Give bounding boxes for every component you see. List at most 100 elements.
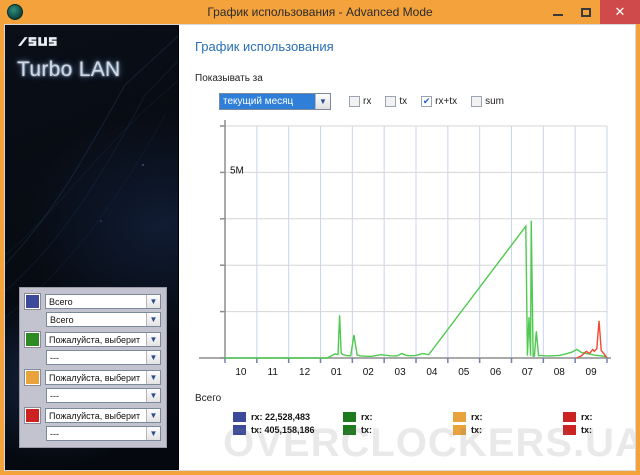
checkbox-rx-label: rx [363, 96, 372, 107]
series-select-4-secondary-value: --- [50, 428, 59, 439]
series-select-4-secondary[interactable]: --- ▼ [46, 426, 161, 441]
minimize-icon [553, 14, 563, 16]
series-select-1-primary[interactable]: Всего ▼ [45, 294, 161, 309]
svg-text:08: 08 [554, 367, 566, 378]
series-select-2-secondary[interactable]: --- ▼ [46, 350, 161, 365]
checkbox-tx[interactable]: tx [385, 96, 407, 107]
chevron-down-icon: ▼ [146, 295, 160, 308]
series-row-secondary: --- ▼ [25, 388, 161, 403]
svg-text:12: 12 [299, 367, 311, 378]
legend-tx-3: tx: [471, 425, 482, 435]
svg-text:09: 09 [586, 367, 598, 378]
legend-swatch-3-rx [453, 412, 466, 422]
series-select-1-secondary-value: Всего [50, 314, 74, 325]
maximize-icon [581, 7, 591, 17]
legend-column-3: rx: tx: [453, 412, 563, 438]
asus-logo-icon [17, 37, 57, 46]
maximize-button[interactable] [572, 0, 600, 24]
sidebar: Turbo LAN Всего ▼ Всего ▼ [5, 25, 179, 470]
metric-checkboxes: rx tx ✔ rx+tx sum [349, 96, 518, 107]
legend-rx-1: rx: 22,528,483 [251, 412, 311, 422]
legend-item-rx: rx: [453, 412, 563, 422]
svg-text:11: 11 [268, 367, 279, 378]
totals-legend: Всего [195, 393, 222, 404]
client-area: Turbo LAN Всего ▼ Всего ▼ [4, 24, 636, 471]
legend-item-rx: rx: [343, 412, 453, 422]
checkbox-rx-tx[interactable]: ✔ rx+tx [421, 96, 457, 107]
legend-swatch-4-rx [563, 412, 576, 422]
close-button[interactable]: ✕ [600, 0, 640, 24]
legend-tx-1: tx: 405,158,186 [251, 425, 315, 435]
chevron-down-icon: ▼ [146, 371, 160, 384]
series-row-secondary: --- ▼ [25, 350, 161, 365]
checkbox-rx[interactable]: rx [349, 96, 371, 107]
series-select-2-primary[interactable]: Пожалуйста, выберит ▼ [45, 332, 161, 347]
series-row-secondary: Всего ▼ [25, 312, 161, 327]
usage-chart: 5M 10 11 12 01 02 03 04 05 06 07 08 09 [195, 114, 635, 386]
period-select[interactable]: текущий месяц ▼ [219, 93, 331, 110]
fieldset-legend-wrap: Показывать за [195, 68, 269, 86]
legend-swatch-2-rx [343, 412, 356, 422]
checkbox-rx-box [349, 96, 360, 107]
chevron-down-icon: ▼ [146, 333, 160, 346]
legend-swatch-2-tx [343, 425, 356, 435]
chevron-down-icon: ▼ [146, 313, 160, 326]
checkbox-sum-label: sum [485, 96, 504, 107]
fieldset-rule [195, 395, 635, 396]
series-row-primary: Всего ▼ [24, 293, 161, 310]
legend-rx-3: rx: [471, 412, 483, 422]
svg-text:02: 02 [363, 367, 375, 378]
filter-fieldset: Показывать за [195, 68, 635, 86]
chevron-down-icon: ▼ [315, 94, 330, 109]
legend-tx-2: tx: [361, 425, 372, 435]
product-name: Turbo LAN [17, 58, 121, 81]
series-group-2: Пожалуйста, выберит ▼ --- ▼ [24, 331, 161, 365]
main-content: График использования Показывать за текущ… [179, 25, 635, 470]
series-select-1-secondary[interactable]: Всего ▼ [46, 312, 161, 327]
legend-swatch-4-tx [563, 425, 576, 435]
legend-item-rx: rx: [563, 412, 635, 422]
svg-text:03: 03 [395, 367, 407, 378]
app-icon [7, 4, 23, 20]
series-group-1: Всего ▼ Всего ▼ [24, 293, 161, 327]
legend-swatch-1-rx [233, 412, 246, 422]
chevron-down-icon: ▼ [146, 389, 160, 402]
checkbox-rx-tx-label: rx+tx [435, 96, 458, 107]
checkbox-tx-label: tx [399, 96, 408, 107]
series-row-primary: Пожалуйста, выберит ▼ [24, 407, 161, 424]
filter-controls: текущий месяц ▼ rx tx ✔ [219, 93, 635, 110]
checkbox-sum[interactable]: sum [471, 96, 504, 107]
legend-item-tx: tx: [343, 425, 453, 435]
series-color-swatch-4 [24, 407, 41, 424]
svg-text:01: 01 [331, 367, 343, 378]
series-select-4-primary[interactable]: Пожалуйста, выберит ▼ [45, 408, 161, 423]
series-row-primary: Пожалуйста, выберит ▼ [24, 369, 161, 386]
window-title: График использования - Advanced Mode [207, 5, 433, 19]
series-select-4-primary-value: Пожалуйста, выберит [49, 410, 141, 421]
legend-tx-4: tx: [581, 425, 592, 435]
legend-rx-2: rx: [361, 412, 373, 422]
series-select-3-primary[interactable]: Пожалуйста, выберит ▼ [45, 370, 161, 385]
series-select-3-primary-value: Пожалуйста, выберит [49, 372, 141, 383]
series-select-3-secondary[interactable]: --- ▼ [46, 388, 161, 403]
chevron-down-icon: ▼ [146, 351, 160, 364]
series-select-1-primary-value: Всего [49, 296, 73, 307]
series-group-3: Пожалуйста, выберит ▼ --- ▼ [24, 369, 161, 403]
legend-item-rx: rx: 22,528,483 [233, 412, 343, 422]
usage-chart-svg: 5M 10 11 12 01 02 03 04 05 06 07 08 09 [199, 120, 611, 378]
series-color-swatch-1 [24, 293, 41, 310]
svg-text:06: 06 [490, 367, 502, 378]
brand-block: Turbo LAN [5, 25, 178, 82]
minimize-button[interactable] [544, 0, 572, 24]
series-select-2-primary-value: Пожалуйста, выберит [49, 334, 141, 345]
svg-text:10: 10 [235, 367, 247, 378]
chevron-down-icon: ▼ [146, 409, 160, 422]
close-icon: ✕ [614, 4, 626, 19]
fieldset-legend-wrap: Всего [195, 388, 228, 406]
check-icon: ✔ [422, 96, 431, 106]
checkbox-tx-box [385, 96, 397, 107]
series-row-primary: Пожалуйста, выберит ▼ [24, 331, 161, 348]
legend-column-2: rx: tx: [343, 412, 453, 438]
chevron-down-icon: ▼ [146, 427, 160, 440]
legend-rx-4: rx: [581, 412, 593, 422]
